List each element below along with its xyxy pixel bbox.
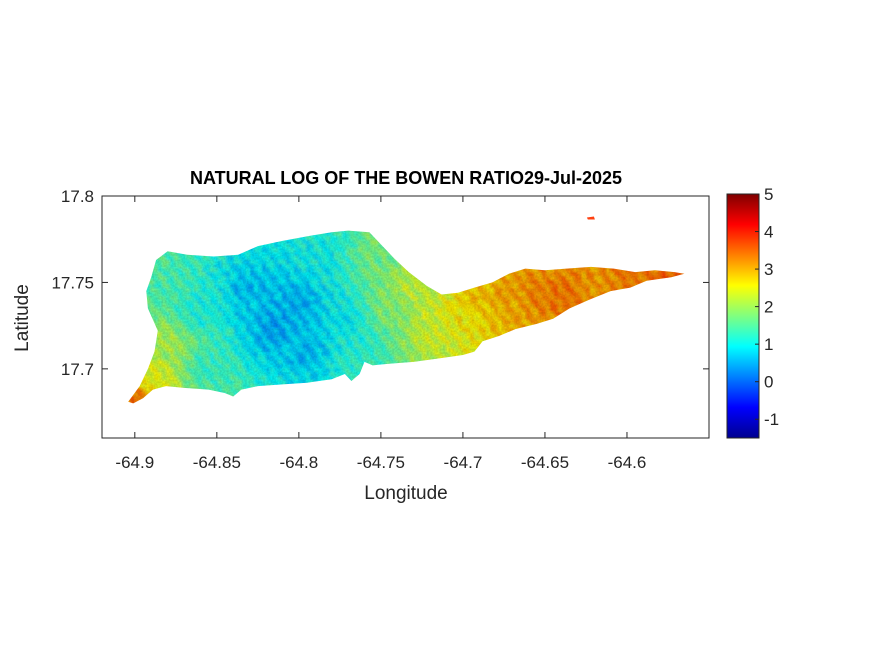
x-axis-label: Longitude [364,483,447,504]
colorbar-tick-label: 2 [764,298,773,317]
x-tick-label: -64.85 [193,453,241,472]
colorbar-tick-label: -1 [764,410,779,429]
x-tick-label: -64.75 [357,453,405,472]
map-axes: -64.9 -64.85 -64.8 -64.75 -64.7 -64.65 -64.6 1… [12,187,710,504]
plot-frame [101,195,710,439]
colorbar-frame [726,193,760,439]
colorbar: -1 0 1 2 3 4 5 [726,185,779,439]
y-axis-ticks: 17.7 17.75 17.8 [51,187,709,379]
y-axis-label: Latitude [12,284,33,352]
y-tick-label: 17.8 [61,187,94,206]
y-tick-label: 17.75 [51,273,94,292]
colorbar-tick-label: 5 [764,185,773,204]
x-tick-label: -64.9 [115,453,154,472]
x-axis-ticks: -64.9 -64.85 -64.8 -64.75 -64.7 -64.65 -64.6 [115,196,646,472]
colorbar-gradient [727,194,759,438]
map-title: NATURAL LOG OF THE BOWEN RATIO29-Jul-202… [190,168,622,188]
small-islet [586,216,595,220]
colorbar-tick-label: 1 [764,335,773,354]
colorbar-tick-label: 0 [764,373,773,392]
x-tick-label: -64.7 [444,453,483,472]
x-tick-label: -64.65 [521,453,569,472]
x-tick-label: -64.6 [608,453,647,472]
colorbar-tick-label: 4 [764,223,773,242]
y-tick-label: 17.7 [61,360,94,379]
colorbar-tick-label: 3 [764,260,773,279]
x-tick-label: -64.8 [279,453,318,472]
colorbar-ticks: -1 0 1 2 3 4 5 [755,185,779,429]
